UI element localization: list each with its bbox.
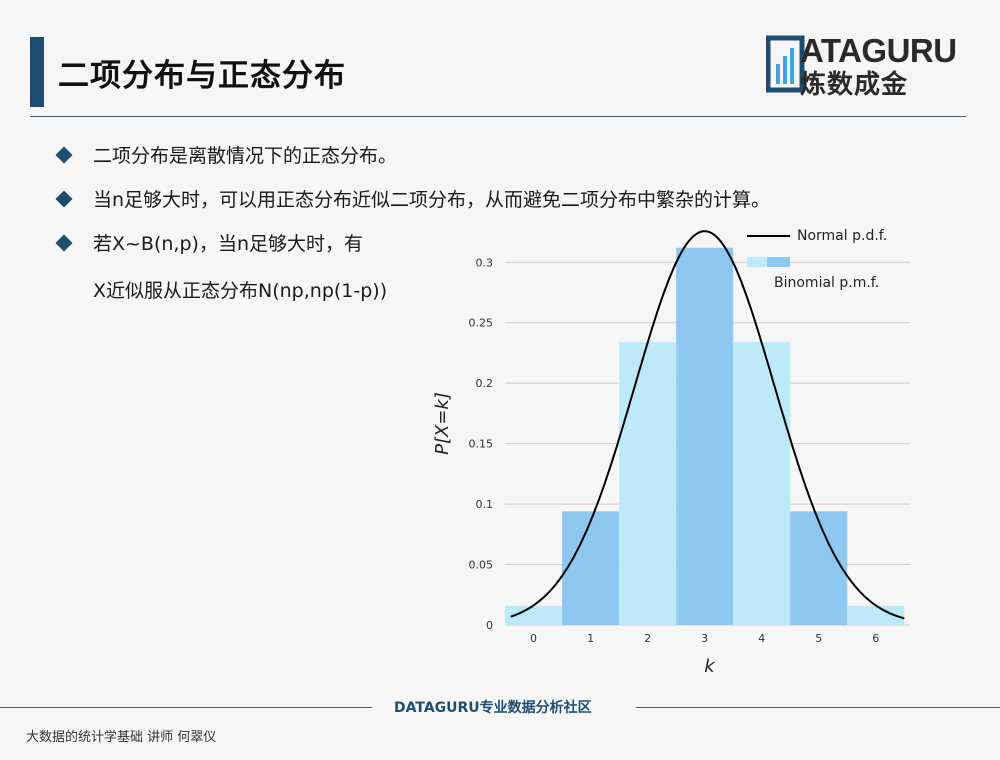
header-divider [30,116,966,117]
x-tick-label: 1 [587,632,594,645]
legend-swatch-light [747,257,767,267]
bullet-3: 若X~B(n,p)，当n足够大时，有 [93,233,363,255]
bar [733,342,791,625]
footer-community: DATAGURU专业数据分析社区 [394,700,592,716]
y-tick-label: 0.3 [476,256,494,269]
title-accent-bar [30,37,44,107]
legend-swatch-dark [767,257,790,267]
logo-mark-bar-3 [790,48,794,84]
x-tick-label: 0 [530,632,537,645]
dataguru-logo [766,35,805,93]
y-tick-label: 0 [486,619,493,632]
y-axis-label: P[X=k] [432,392,453,455]
footer-divider-left [0,707,372,708]
legend-binomial-label: Binomial p.m.f. [774,275,879,291]
bullet-diamond-icon [55,234,73,252]
footer-divider-right [636,707,1000,708]
bullet-3-continuation: X近似服从正态分布N(np,np(1-p)) [93,280,388,302]
logo-mark-frame [766,35,805,93]
bullet-diamond-icon [55,190,73,208]
y-tick-label: 0.2 [476,377,494,390]
y-tick-label: 0.1 [476,498,494,511]
x-tick-label: 6 [872,632,879,645]
bar [790,511,848,625]
x-axis-label: k [704,656,716,677]
logo-text-chinese: 炼数成金 [800,70,909,100]
logo-mark-bar-1 [776,64,780,84]
bullet-diamond-icon [55,146,73,164]
y-tick-label: 0.25 [469,317,494,330]
bar [562,511,620,625]
legend-normal-label: Normal p.d.f. [797,228,887,244]
bullet-2: 当n足够大时，可以用正态分布近似二项分布，从而避免二项分布中繁杂的计算。 [93,189,771,211]
y-tick-label: 0.05 [469,559,494,572]
bullet-1: 二项分布是离散情况下的正态分布。 [93,145,398,167]
bar [619,342,677,625]
footer-course-info: 大数据的统计学基础 讲师 何翠仪 [26,730,217,745]
x-tick-label: 5 [815,632,822,645]
logo-mark-bar-2 [783,56,787,84]
bar [847,605,905,625]
x-tick-label: 3 [701,632,708,645]
page-title: 二项分布与正态分布 [58,58,346,94]
y-tick-label: 0.15 [469,438,494,451]
x-tick-label: 4 [758,632,765,645]
bar [505,605,563,625]
normal-curve [510,230,905,620]
x-tick-label: 2 [644,632,651,645]
bar [676,247,734,625]
logo-text-ataguru: ATAGURU [800,32,957,69]
